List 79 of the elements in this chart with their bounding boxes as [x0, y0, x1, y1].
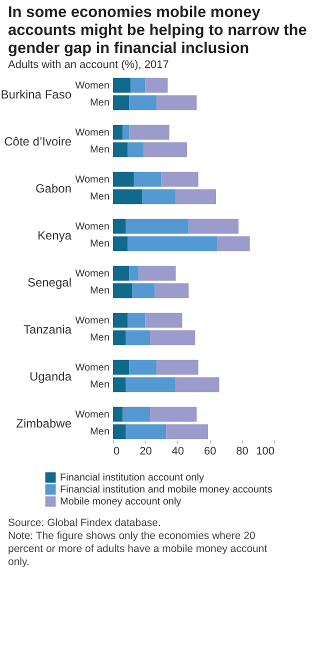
legend-label: Financial institution account only	[60, 472, 204, 484]
x-tick-label: 80	[236, 446, 248, 458]
bar	[130, 78, 146, 93]
bar	[127, 142, 144, 158]
x-tick-label: 60	[204, 446, 216, 458]
bar	[161, 172, 198, 187]
bar	[113, 236, 128, 252]
bar	[113, 377, 126, 392]
bar	[113, 189, 142, 204]
bar	[113, 283, 132, 298]
y-tick-label: Men	[90, 192, 110, 203]
bar	[126, 330, 150, 346]
bar	[129, 124, 170, 140]
y-axis-title: Tanzania	[23, 322, 72, 336]
bar	[138, 266, 176, 281]
bar	[113, 78, 131, 93]
bar	[127, 312, 146, 328]
bar	[145, 78, 168, 93]
bar	[113, 330, 126, 346]
y-tick-label: Men	[90, 426, 110, 438]
chart-title: In some economies mobile money accounts might be helping to narrow the gender gap in financial inclusion	[7, 3, 308, 58]
y-tick-label: Men	[90, 238, 110, 250]
bar	[122, 124, 130, 140]
bar	[129, 360, 156, 375]
legend-label: Financial institution and mobile money accounts	[60, 484, 272, 496]
y-tick-label: Men	[90, 380, 110, 391]
bar	[156, 95, 197, 110]
chart-subtitle: Adults with an account (%), 2017	[7, 58, 170, 73]
bar	[113, 172, 134, 187]
y-tick-label: Women	[75, 409, 110, 420]
y-axis-title: Gabon	[35, 182, 72, 196]
bar	[176, 377, 220, 392]
y-axis-title: Burkina Faso	[0, 88, 72, 102]
y-tick-label: Men	[90, 98, 110, 109]
bar	[144, 142, 188, 158]
text: Note: The figure shows only the economies where 20 percent or more of adults have a mobile money account only.	[8, 530, 268, 569]
bar	[218, 236, 250, 252]
bar	[113, 218, 126, 234]
bar	[113, 312, 128, 328]
bar	[150, 330, 196, 346]
bar	[113, 95, 130, 110]
y-axis-title: Côte d’Ivoire	[4, 134, 72, 148]
y-tick-label: Men	[90, 286, 110, 297]
x-tick-label: 100	[256, 446, 274, 458]
y-tick-label: Women	[75, 268, 110, 280]
y-tick-label: Women	[75, 362, 110, 374]
bar	[134, 172, 162, 187]
y-tick-label: Women	[75, 221, 110, 232]
bar	[127, 236, 218, 252]
source-note: Source: Global Findex database.	[8, 517, 162, 530]
bar	[154, 283, 189, 298]
bar	[129, 95, 156, 110]
bar	[126, 377, 176, 392]
y-axis-title: Uganda	[29, 370, 72, 384]
bar	[113, 266, 130, 281]
y-tick-label: Women	[75, 127, 110, 138]
x-tick-label: 20	[140, 446, 152, 458]
bar	[113, 142, 128, 158]
x-tick-label: 0	[114, 446, 120, 458]
y-tick-label: Women	[75, 174, 110, 186]
y-axis-title: Zimbabwe	[16, 416, 72, 430]
bar	[142, 189, 176, 204]
y-axis-title: Senegal	[27, 276, 72, 290]
bar	[132, 283, 155, 298]
bar	[113, 124, 123, 140]
bar	[126, 218, 189, 234]
x-tick-label: 40	[172, 446, 184, 458]
bar	[145, 312, 182, 328]
y-axis-title: Kenya	[37, 228, 72, 242]
bar	[113, 360, 130, 375]
y-tick-label: Men	[90, 144, 110, 156]
y-tick-label: Women	[75, 80, 110, 92]
bar	[176, 189, 216, 204]
y-tick-label: Men	[90, 332, 110, 344]
bar	[188, 218, 239, 234]
bar	[156, 360, 198, 375]
bar	[129, 266, 139, 281]
y-tick-label: Women	[75, 315, 110, 326]
legend-label: Mobile money account only	[60, 496, 182, 508]
